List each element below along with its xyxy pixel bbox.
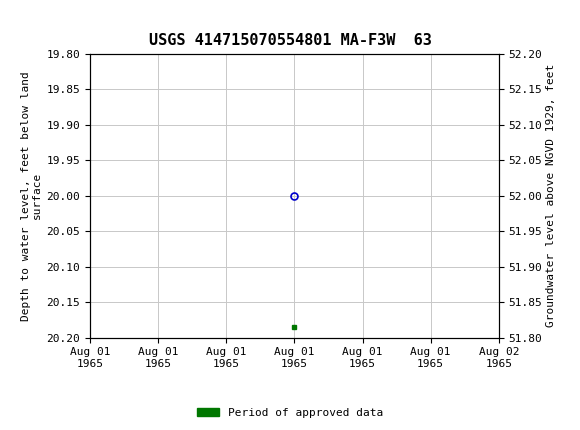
- Legend: Period of approved data: Period of approved data: [193, 403, 387, 422]
- Y-axis label: Groundwater level above NGVD 1929, feet: Groundwater level above NGVD 1929, feet: [546, 64, 556, 327]
- Text: USGS 414715070554801 MA-F3W  63: USGS 414715070554801 MA-F3W 63: [148, 34, 432, 48]
- Y-axis label: Depth to water level, feet below land
surface: Depth to water level, feet below land su…: [21, 71, 42, 320]
- Text: ▒USGS: ▒USGS: [9, 7, 67, 28]
